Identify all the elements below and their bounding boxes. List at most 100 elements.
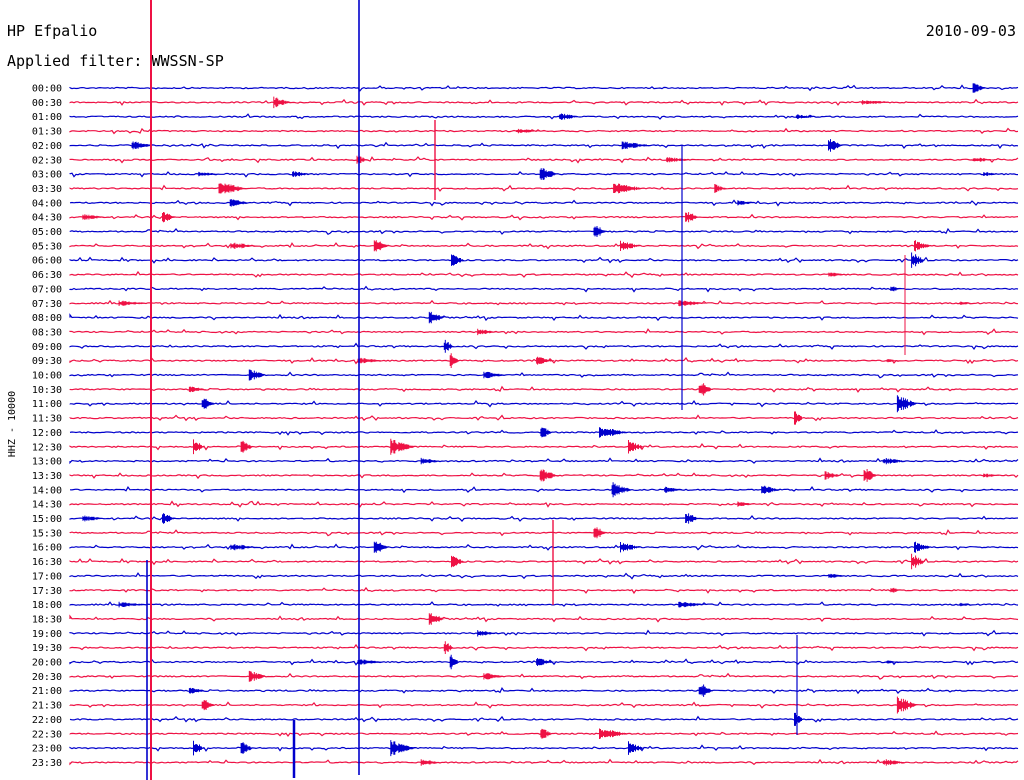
trace-row-47	[69, 758, 1019, 766]
event-burst	[477, 328, 500, 336]
event-burst	[449, 654, 460, 670]
y-axis-label: HHZ - 10000	[7, 391, 18, 457]
tick-label-36: 18:00	[32, 600, 62, 611]
tick-label-39: 19:30	[32, 643, 62, 654]
tick-label-18: 09:00	[32, 342, 62, 353]
tick-label-0: 00:00	[32, 84, 62, 95]
event-burst	[540, 427, 552, 438]
trace-row-29	[69, 500, 1019, 508]
event-burst	[861, 100, 894, 105]
event-burst	[737, 200, 756, 206]
trace-row-10	[69, 227, 1019, 236]
tick-label-42: 21:00	[32, 686, 62, 697]
event-burst	[795, 114, 818, 119]
event-burst	[240, 742, 253, 754]
event-burst	[698, 685, 714, 696]
tick-label-28: 14:00	[32, 485, 62, 496]
tick-label-40: 20:00	[32, 658, 62, 669]
tick-label-16: 08:00	[32, 313, 62, 324]
chart-title: HP Efpalio	[7, 22, 97, 40]
trace-row-13	[69, 270, 1019, 279]
tick-label-33: 16:30	[32, 557, 62, 568]
tick-label-13: 06:30	[32, 270, 62, 281]
trace-row-8	[69, 199, 1019, 207]
tick-label-30: 15:00	[32, 514, 62, 525]
event-burst	[599, 728, 629, 739]
trace-row-2	[69, 113, 1019, 120]
trace-row-25	[69, 442, 1019, 451]
trace-row-0	[69, 84, 1019, 92]
trace-row-43	[69, 701, 1019, 709]
event-burst	[896, 395, 917, 413]
event-burst	[593, 527, 607, 539]
tick-label-17: 08:30	[32, 327, 62, 338]
tick-label-32: 16:00	[32, 543, 62, 554]
event-burst	[273, 96, 292, 109]
tick-label-47: 23:30	[32, 758, 62, 769]
event-burst	[188, 386, 206, 393]
event-burst	[201, 700, 215, 711]
event-burst	[82, 214, 108, 220]
event-burst	[118, 300, 151, 306]
event-burst	[193, 740, 204, 756]
event-burst	[882, 458, 906, 465]
event-burst	[443, 641, 454, 654]
tick-label-6: 03:00	[32, 170, 62, 181]
event-burst	[914, 541, 932, 553]
event-burst	[443, 339, 454, 353]
trace-row-39	[69, 643, 1019, 652]
event-burst	[664, 486, 685, 493]
tick-label-15: 07:30	[32, 299, 62, 310]
event-burst	[229, 199, 250, 207]
tick-label-34: 17:00	[32, 571, 62, 582]
event-burst	[620, 542, 641, 553]
event-burst	[559, 113, 581, 120]
tick-label-12: 06:00	[32, 256, 62, 267]
tick-label-9: 04:30	[32, 213, 62, 224]
event-burst	[451, 555, 464, 568]
tick-label-20: 10:00	[32, 371, 62, 382]
tick-label-19: 09:30	[32, 356, 62, 367]
tick-label-38: 19:00	[32, 629, 62, 640]
event-burst	[678, 300, 708, 307]
event-burst	[428, 311, 445, 324]
event-burst	[390, 740, 417, 757]
tick-label-25: 12:30	[32, 442, 62, 453]
event-burst	[911, 252, 926, 268]
event-burst	[131, 141, 152, 150]
event-burst	[824, 471, 842, 480]
event-burst	[593, 226, 607, 237]
event-burst	[357, 659, 384, 665]
event-burst	[248, 670, 267, 682]
event-burst	[714, 184, 728, 193]
trace-row-30	[69, 515, 1019, 523]
event-burst	[373, 240, 390, 252]
trace-row-38	[69, 629, 1019, 637]
event-burst	[983, 473, 1002, 478]
tick-label-29: 14:30	[32, 500, 62, 511]
event-burst	[896, 696, 918, 714]
trace-row-42	[69, 687, 1018, 695]
event-burst	[230, 242, 261, 249]
tick-label-23: 11:30	[32, 414, 62, 425]
trace-row-34	[69, 572, 1019, 580]
trace-row-5	[69, 156, 1019, 164]
tick-label-24: 12:00	[32, 428, 62, 439]
trace-row-20	[69, 371, 1019, 379]
trace-row-35	[69, 586, 1019, 595]
trace-row-46	[69, 744, 1019, 752]
event-burst	[828, 272, 848, 277]
event-burst	[628, 440, 644, 454]
event-burst	[193, 439, 205, 455]
tick-label-2: 01:00	[32, 112, 62, 123]
event-burst	[540, 728, 552, 739]
trace-row-44	[69, 715, 1019, 723]
tick-label-46: 23:00	[32, 744, 62, 755]
tick-label-26: 13:00	[32, 457, 62, 468]
event-markers	[82, 0, 1002, 780]
trace-row-15	[69, 299, 1019, 306]
chart-date: 2010-09-03	[926, 22, 1016, 40]
event-burst	[972, 157, 996, 162]
tick-label-41: 20:30	[32, 672, 62, 683]
trace-row-9	[69, 213, 1019, 221]
